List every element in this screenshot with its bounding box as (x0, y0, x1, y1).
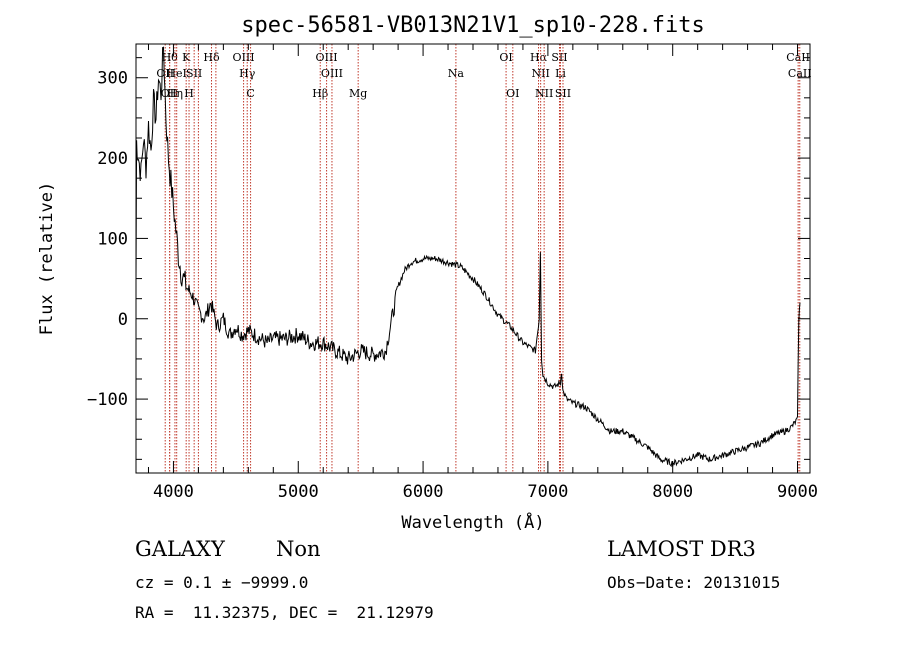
object-class: GALAXY (135, 537, 225, 561)
x-tick-label: 4000 (153, 482, 194, 502)
y-tick-label: 100 (97, 229, 128, 249)
x-tick-label: 5000 (278, 482, 319, 502)
x-axis-label: Wavelength (Å) (401, 511, 544, 533)
spectral-line-label: Li (555, 67, 566, 80)
spectral-line-label: OIII (316, 51, 338, 64)
chart-title: spec-56581-VB013N21V1_sp10-228.fits (241, 13, 705, 38)
spectral-line-label: CaII (786, 51, 810, 64)
spectral-line-label: H (184, 87, 194, 100)
axis-ticks: 4000 5000 6000 7000 8000 9000 −100 0 100 200 300 (87, 44, 818, 502)
obs-date: Obs−Date: 20131015 (607, 573, 781, 592)
spectral-line-label: OII (156, 67, 174, 80)
spectral-line-label: Na (448, 67, 465, 80)
object-subclass: Non (276, 537, 321, 561)
spectral-line-label: Hγ (239, 67, 256, 80)
spectral-line-label: Hβ (312, 87, 328, 100)
x-tick-label: 7000 (527, 482, 568, 502)
y-tick-label: −100 (87, 390, 128, 410)
spectral-line-label: SII (551, 51, 567, 64)
spectral-line-label: Hθ (162, 51, 179, 64)
y-tick-label: 0 (118, 310, 128, 330)
spectral-line-label: OI (499, 51, 512, 64)
spectral-line-label: Hη (167, 87, 183, 100)
spectral-line-label: OIII (321, 67, 343, 80)
coordinates: RA = 11.32375, DEC = 21.12979 (135, 603, 434, 622)
spectral-line-label: SII (555, 87, 571, 100)
plot-frame (135, 43, 811, 474)
spectrum-series (135, 46, 801, 468)
spectral-line-label: C (246, 87, 254, 100)
x-tick-label: 9000 (777, 482, 818, 502)
spectral-line-label: Hα (530, 51, 548, 64)
spectrum-line (135, 46, 801, 468)
y-axis-label: Flux (relative) (37, 182, 57, 336)
spectral-line-label: K (182, 51, 191, 64)
x-tick-label: 6000 (403, 482, 444, 502)
x-tick-label: 8000 (652, 482, 693, 502)
spectral-line-label: OI (506, 87, 519, 100)
survey-name: LAMOST DR3 (607, 537, 756, 561)
spectral-line-label: CaII (788, 67, 812, 80)
spectral-line-label: HeI (166, 67, 186, 80)
spectral-line-label: Hδ (203, 51, 220, 64)
spectral-line-label: SII (186, 67, 202, 80)
spectral-line-label: OIII (233, 51, 255, 64)
spectral-line-label: NII (531, 67, 549, 80)
redshift-line: cz = 0.1 ± −9999.0 (135, 573, 309, 592)
y-tick-label: 200 (97, 149, 128, 169)
spectral-line-label: NII (535, 87, 553, 100)
y-tick-label: 300 (97, 69, 128, 89)
spectral-line-label: Mg (349, 87, 367, 100)
